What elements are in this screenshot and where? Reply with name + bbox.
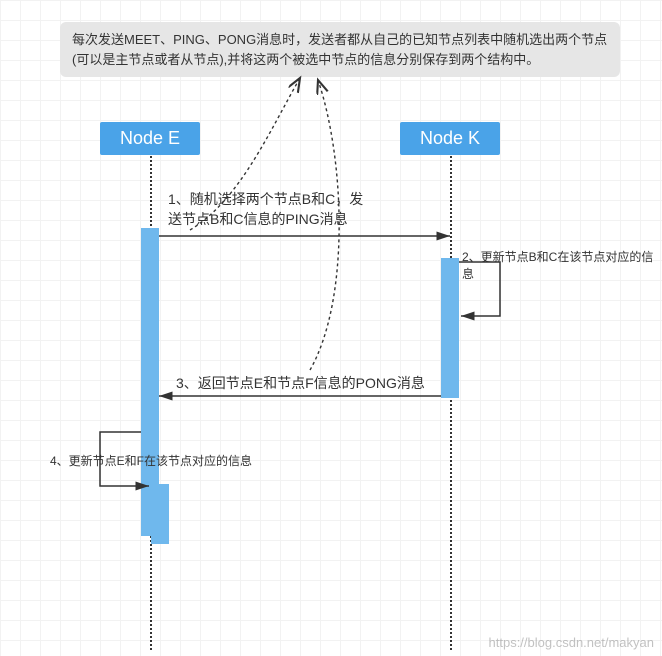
watermark: https://blog.csdn.net/makyan	[489, 635, 654, 650]
activation-e-sub	[151, 484, 169, 544]
note-text: 每次发送MEET、PING、PONG消息时，发送者都从自己的已知节点列表中随机选…	[72, 32, 607, 67]
actor-node-e: Node E	[100, 122, 200, 155]
msg3-text: 3、返回节点E和节点F信息的PONG消息	[176, 375, 425, 391]
activation-k-main	[441, 258, 459, 398]
message-1-label: 1、随机选择两个节点B和C，发 送节点B和C信息的PING消息	[168, 190, 428, 229]
diagram-note: 每次发送MEET、PING、PONG消息时，发送者都从自己的已知节点列表中随机选…	[60, 22, 620, 77]
lifeline-k	[450, 156, 452, 650]
actor-k-label: Node K	[420, 128, 480, 148]
arrow-overlay	[0, 0, 662, 656]
message-3-label: 3、返回节点E和节点F信息的PONG消息	[176, 374, 425, 394]
msg1-line2: 送节点B和C信息的PING消息	[168, 211, 348, 227]
msg1-line1: 1、随机选择两个节点B和C，发	[168, 191, 363, 207]
message-2-label: 2、更新节点B和C在该节点对应的信息	[462, 248, 662, 282]
msg2-text: 2、更新节点B和C在该节点对应的信息	[462, 250, 653, 281]
actor-e-label: Node E	[120, 128, 180, 148]
message-4-label: 4、更新节点E和F在该节点对应的信息	[50, 452, 252, 469]
actor-node-k: Node K	[400, 122, 500, 155]
watermark-text: https://blog.csdn.net/makyan	[489, 635, 654, 650]
msg4-text: 4、更新节点E和F在该节点对应的信息	[50, 454, 252, 468]
